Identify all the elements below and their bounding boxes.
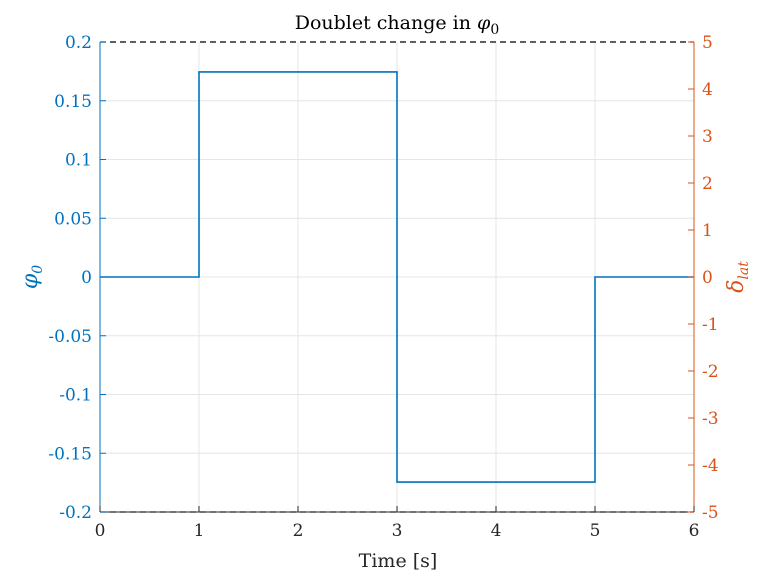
x-axis-label: Time [s] [359, 550, 438, 572]
chart-title-text: Doublet change in [295, 12, 471, 34]
tick-label-x: 1 [194, 521, 205, 541]
chart-title-subscript: 0 [490, 22, 499, 38]
tick-label-x: 6 [689, 521, 700, 541]
y-left-subscript: 0 [30, 265, 46, 274]
tick-label-left: 0.2 [65, 33, 92, 53]
tick-label-right: -5 [702, 503, 719, 523]
chart-title: Doublet change in φ0 [295, 12, 500, 38]
y-axis-label-left: φ0 [18, 265, 46, 289]
tick-label-right: 2 [702, 174, 713, 194]
y-right-symbol: δ [724, 280, 749, 293]
tick-label-right: -3 [702, 409, 719, 429]
tick-labels: 0.2 0.15 0.1 0.05 0 -0.05 -0.1 -0.15 -0.2 5 4 3 2 1 0 -… [48, 33, 718, 541]
tick-label-x: 3 [392, 521, 403, 541]
tick-label-left: 0.1 [65, 151, 92, 171]
tick-label-x: 5 [590, 521, 601, 541]
tick-label-x: 2 [293, 521, 304, 541]
tick-label-right: 5 [702, 33, 713, 53]
tick-label-left: 0.15 [54, 92, 92, 112]
axes [99, 41, 695, 513]
tick-label-right: 1 [702, 221, 713, 241]
tick-label-x: 0 [95, 521, 106, 541]
tick-label-right: -4 [702, 456, 719, 476]
tick-label-left: 0.05 [54, 209, 92, 229]
tick-label-left: -0.2 [59, 503, 92, 523]
tick-label-left: -0.1 [59, 386, 92, 406]
tick-label-right: -2 [702, 362, 719, 382]
y-axis-label-right: δlat [724, 261, 752, 293]
tick-label-right: -1 [702, 315, 719, 335]
tick-label-right: 4 [702, 80, 713, 100]
series-group [100, 71, 694, 483]
series-line-phi0 [100, 71, 694, 483]
tick-label-left: 0 [81, 268, 92, 288]
tick-label-left: -0.15 [48, 444, 92, 464]
tick-label-right: 3 [702, 127, 713, 147]
tick-label-left: -0.05 [48, 327, 92, 347]
tick-label-x: 4 [491, 521, 502, 541]
chart-title-symbol: φ [477, 12, 491, 34]
tick-label-right: 0 [702, 268, 713, 288]
y-right-subscript: lat [736, 261, 752, 280]
y-left-symbol: φ [18, 273, 43, 289]
